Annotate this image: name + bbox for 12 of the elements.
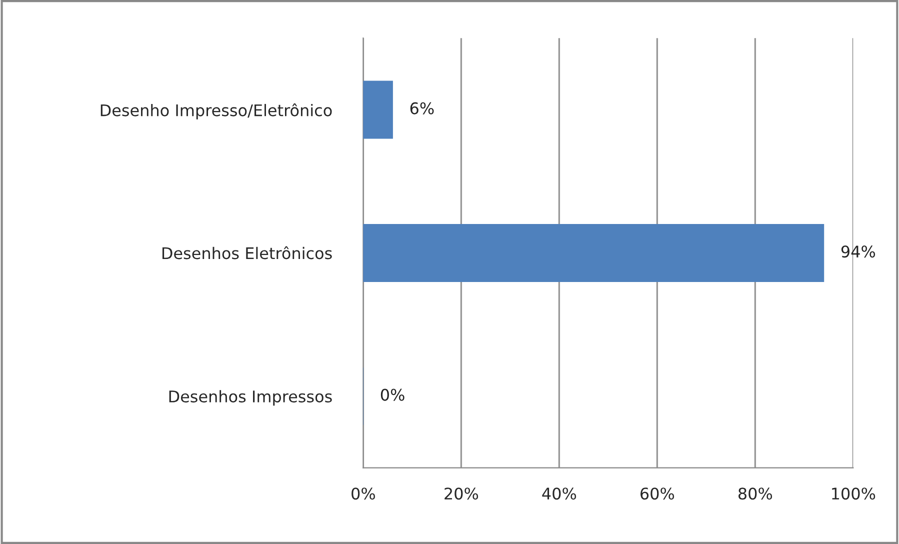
x-tick-label: 80% <box>738 488 772 500</box>
x-tick-label: 20% <box>444 488 478 500</box>
y-tick-label: Desenho Impresso/Eletrônico <box>100 103 332 120</box>
y-tick-label: Desenhos Impressos <box>169 390 332 406</box>
x-tick-label: 0% <box>352 488 375 500</box>
data-label: 6% <box>410 102 434 114</box>
x-tick-label: 40% <box>542 488 576 500</box>
y-tick-label: Desenhos Eletrônicos <box>162 246 332 260</box>
x-tick-label: 100% <box>832 488 876 500</box>
data-label: 94% <box>841 246 876 258</box>
x-tick-label: 60% <box>640 488 674 500</box>
data-label: 0% <box>380 388 404 401</box>
